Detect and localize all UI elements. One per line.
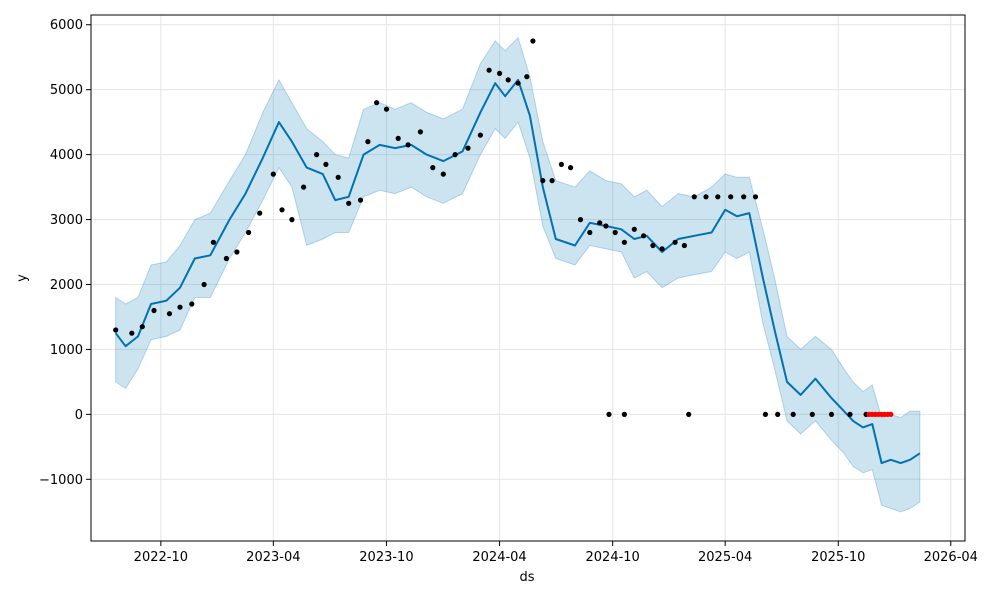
y-tick-label: 6000 xyxy=(50,18,83,33)
observed-data-point xyxy=(314,152,320,158)
observed-points-layer xyxy=(113,38,894,417)
observed-data-point xyxy=(129,330,135,336)
observed-data-point xyxy=(357,197,364,203)
observed-data-point xyxy=(452,152,458,158)
observed-data-point xyxy=(681,242,688,249)
observed-data-point xyxy=(650,242,656,249)
observed-data-point xyxy=(365,139,371,145)
observed-data-point xyxy=(395,135,401,141)
gridlines xyxy=(91,15,965,541)
observed-data-point xyxy=(440,171,446,177)
observed-data-point xyxy=(113,327,119,333)
observed-data-point xyxy=(430,165,436,171)
observed-data-point xyxy=(335,174,341,180)
observed-data-point xyxy=(603,223,609,229)
y-tick-label: 2000 xyxy=(50,278,83,293)
x-tick-label: 2023-04 xyxy=(246,550,300,565)
observed-data-point xyxy=(641,233,647,239)
observed-data-point xyxy=(257,210,263,216)
observed-data-point xyxy=(587,229,593,236)
observed-data-point xyxy=(246,229,252,236)
observed-data-point xyxy=(166,311,173,317)
y-tick-label: 1000 xyxy=(50,343,83,358)
x-tick-label: 2025-04 xyxy=(698,550,752,565)
observed-data-point xyxy=(223,255,229,262)
observed-data-point xyxy=(374,100,380,106)
observed-data-point xyxy=(715,194,721,200)
observed-data-point xyxy=(139,324,145,330)
y-tick-label: 5000 xyxy=(50,83,83,98)
recent-data-point xyxy=(888,411,894,417)
x-tick-label: 2024-04 xyxy=(472,550,526,565)
y-axis-ticks: −1000 0 1000 2000 3000 4000 5000 6000 xyxy=(39,18,91,488)
observed-data-point xyxy=(558,161,565,167)
observed-data-point xyxy=(828,411,835,417)
forecast-line-layer xyxy=(114,78,921,465)
observed-data-point xyxy=(189,301,195,307)
observed-data-point xyxy=(612,229,618,236)
y-tick-label: −1000 xyxy=(39,473,83,488)
observed-data-point xyxy=(346,200,352,206)
observed-data-point xyxy=(417,129,423,135)
observed-data-point xyxy=(672,239,678,245)
observed-data-point xyxy=(279,207,285,213)
observed-data-point xyxy=(568,165,574,171)
observed-data-point xyxy=(540,178,546,184)
x-axis-title: ds xyxy=(519,570,534,585)
x-axis-ticks: 2022-10 2023-04 2023-10 2024-04 2024-10 2025-… xyxy=(134,541,978,565)
observed-data-point xyxy=(530,38,536,44)
y-axis-title: y xyxy=(15,274,30,282)
y-tick-label: 4000 xyxy=(50,148,83,163)
observed-data-point xyxy=(775,411,781,417)
observed-data-point xyxy=(289,217,295,223)
observed-data-point xyxy=(659,246,665,252)
forecast-line xyxy=(114,78,921,465)
observed-data-point xyxy=(405,142,411,148)
x-tick-label: 2023-10 xyxy=(359,550,413,565)
observed-data-point xyxy=(728,194,734,200)
observed-data-point xyxy=(621,239,628,245)
observed-data-point xyxy=(477,132,483,138)
x-tick-label: 2022-10 xyxy=(134,550,188,565)
observed-data-point xyxy=(210,239,216,245)
observed-data-point xyxy=(703,194,709,200)
observed-data-point xyxy=(762,411,769,417)
observed-data-point xyxy=(465,145,471,151)
outliers-data-point xyxy=(621,411,628,417)
observed-data-point xyxy=(549,178,555,184)
outliers-data-point xyxy=(606,411,612,417)
observed-data-point xyxy=(270,171,276,177)
observed-data-point xyxy=(323,161,329,167)
observed-data-point xyxy=(497,70,503,76)
observed-data-point xyxy=(631,226,637,232)
y-tick-label: 0 xyxy=(75,408,83,423)
x-tick-label: 2024-10 xyxy=(586,550,640,565)
observed-data-point xyxy=(151,307,157,314)
y-tick-label: 3000 xyxy=(50,213,83,228)
observed-data-point xyxy=(201,281,207,288)
observed-data-point xyxy=(515,80,521,86)
plot-frame xyxy=(90,14,966,542)
x-tick-label: 2025-10 xyxy=(811,550,865,565)
observed-data-point xyxy=(597,220,603,226)
observed-data-point xyxy=(741,194,747,200)
observed-data-point xyxy=(505,77,511,83)
x-tick-label: 2026-04 xyxy=(924,550,978,565)
observed-data-point xyxy=(790,411,796,417)
observed-data-point xyxy=(691,194,697,200)
observed-data-point xyxy=(234,249,240,255)
observed-data-point xyxy=(177,304,183,310)
observed-data-point xyxy=(809,411,815,417)
observed-data-point xyxy=(301,184,307,190)
observed-data-point xyxy=(847,411,853,417)
observed-data-point xyxy=(752,194,759,200)
observed-data-point xyxy=(486,67,492,73)
observed-data-point xyxy=(577,217,584,223)
observed-data-point xyxy=(524,74,530,80)
observed-data-point xyxy=(383,106,390,112)
outliers-data-point xyxy=(686,411,692,417)
